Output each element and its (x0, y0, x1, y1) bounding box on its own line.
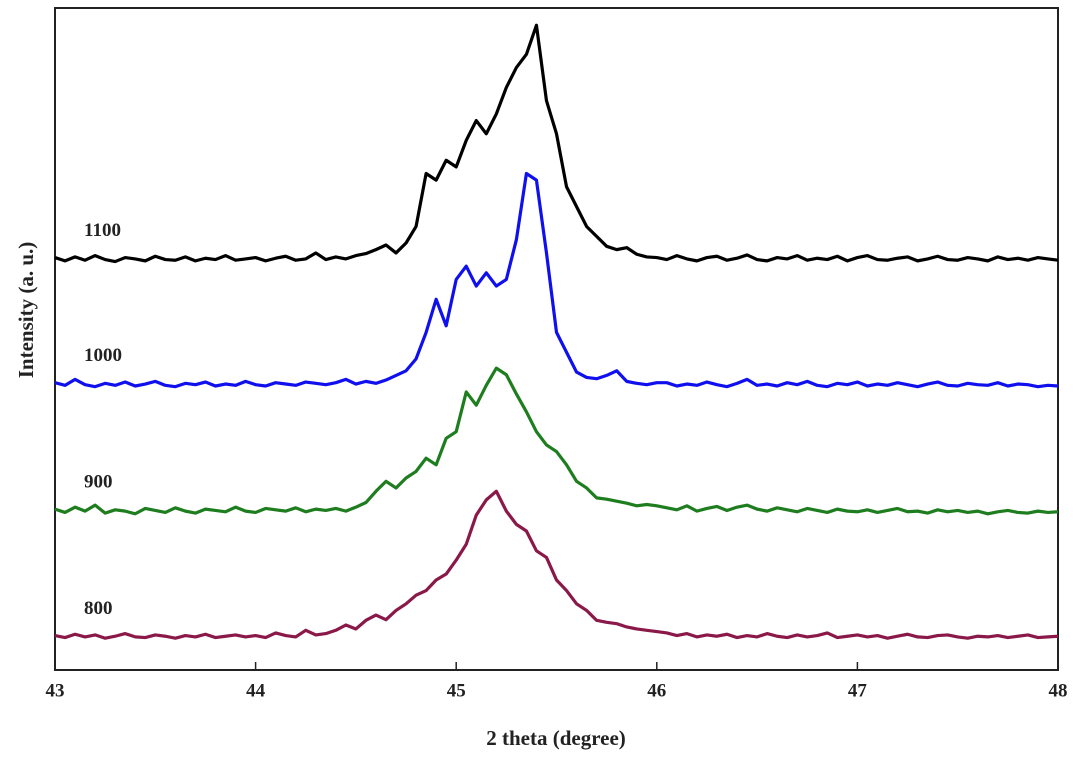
x-tick-label: 47 (848, 680, 868, 701)
series-line (54, 489, 1059, 640)
x-tick-label: 46 (647, 680, 666, 701)
series-line (54, 171, 1059, 389)
x-axis-label: 2 theta (degree) (486, 726, 626, 750)
series-label: 1000 (84, 345, 122, 366)
y-axis-label: Intensity (a. u.) (14, 242, 38, 379)
x-tick-label: 43 (46, 680, 65, 701)
series-label: 1100 (84, 220, 121, 241)
series-line (54, 366, 1059, 516)
x-tick-label: 45 (447, 680, 466, 701)
series-line (54, 23, 1059, 264)
plot-frame (54, 7, 1059, 671)
series-label: 800 (84, 598, 113, 619)
x-tick-label: 44 (246, 680, 266, 701)
x-tick-label: 48 (1049, 680, 1068, 701)
series-label: 900 (84, 471, 113, 492)
